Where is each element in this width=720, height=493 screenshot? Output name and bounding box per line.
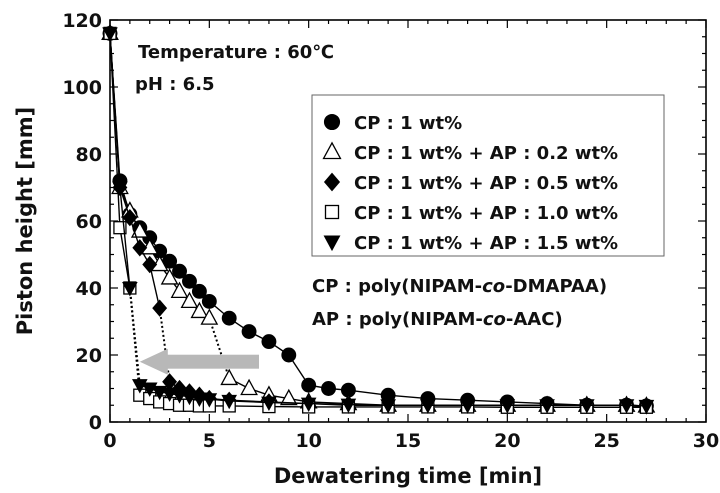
- series-5-point: [539, 399, 555, 414]
- series-2-point: [130, 221, 149, 238]
- series-1-point: [191, 283, 207, 299]
- series-5-point: [579, 399, 595, 414]
- series-1-point: [321, 381, 336, 396]
- y-tick-label: 20: [76, 345, 102, 367]
- series-5-point: [102, 27, 118, 42]
- x-tick-label: 30: [693, 430, 719, 452]
- series-2-point: [190, 301, 209, 319]
- series-5-point: [112, 181, 128, 196]
- legend-box: [311, 94, 665, 257]
- axes: 0 5 10 15 20 25 30 0 20 40 60 80 100 120 Dewatering ti…: [13, 10, 719, 488]
- series-5-point: [122, 282, 138, 297]
- ap-definition: AP : poly(NIPAM-co-AAC): [312, 309, 563, 330]
- temperature-label: Temperature : 60℃: [138, 42, 334, 63]
- legend-marker-3: [323, 172, 341, 192]
- series-5-point: [638, 399, 655, 415]
- series-5-point: [300, 397, 317, 412]
- series-2-point: [170, 281, 189, 299]
- legend-label-3: CP : 1 wt% + AP : 0.5 wt%: [354, 173, 618, 194]
- legend-label-5: CP : 1 wt% + AP : 1.5 wt%: [354, 233, 618, 254]
- series-2-point: [240, 378, 258, 396]
- series-layer: [101, 23, 656, 415]
- legend-label-1: CP : 1 wt%: [354, 113, 462, 134]
- y-tick-label: 0: [89, 412, 102, 434]
- series-1-point: [221, 310, 237, 326]
- series-5-point: [261, 396, 277, 411]
- series-1-point: [281, 347, 297, 363]
- series-2-point: [180, 291, 199, 309]
- series-1-point: [380, 387, 396, 403]
- cp-definition: CP : poly(NIPAM-co-DMAPAA): [312, 276, 607, 297]
- series-1-point: [340, 382, 356, 398]
- series-3-point: [142, 255, 158, 274]
- series-5-point: [459, 399, 476, 414]
- series-1-point: [182, 273, 197, 289]
- x-tick-label: 5: [203, 430, 216, 452]
- x-tick-label: 25: [593, 430, 619, 452]
- series-5-point: [618, 399, 635, 414]
- series-5-segment: [308, 402, 349, 406]
- ph-label: pH : 6.5: [135, 74, 215, 95]
- annotations: Temperature : 60℃ pH : 6.5: [135, 42, 334, 375]
- series-5-segment: [268, 401, 309, 405]
- series-5-segment: [109, 33, 121, 188]
- legend-label-2: CP : 1 wt% + AP : 0.2 wt%: [354, 143, 618, 164]
- series-2-point: [160, 268, 179, 285]
- legend-marker-4: [324, 204, 340, 220]
- series-5-point: [221, 394, 237, 410]
- legend-label-4: CP : 1 wt% + AP : 1.0 wt%: [354, 203, 618, 224]
- legend-marker-1: [323, 113, 341, 131]
- legend-marker-2: [322, 141, 342, 160]
- y-tick-label: 60: [76, 211, 102, 233]
- series-2-point: [279, 388, 298, 406]
- series-5-point: [201, 393, 218, 408]
- legend: CP : 1 wt% CP : 1 wt% + AP : 0.2 wt% CP : …: [311, 94, 665, 257]
- arrow-head: [139, 348, 168, 375]
- series-3-segment: [158, 307, 171, 382]
- y-tick-label: 100: [62, 77, 102, 99]
- series-2-point: [200, 308, 219, 325]
- y-tick-label: 80: [76, 144, 102, 166]
- series-1-point: [201, 293, 217, 309]
- polymer-definitions: CP : poly(NIPAM-co-DMAPAA) AP : poly(NIP…: [312, 276, 607, 330]
- x-tick-label: 10: [295, 430, 321, 452]
- direction-arrow: [139, 348, 259, 375]
- series-3-segment: [149, 264, 161, 309]
- series-3-point: [122, 209, 138, 227]
- series-1-point: [152, 243, 168, 259]
- series-1-point: [301, 377, 317, 393]
- y-tick-label: 120: [62, 10, 102, 32]
- series-5-segment: [229, 400, 269, 404]
- series-1-point: [172, 263, 187, 279]
- series-5-point: [380, 399, 396, 414]
- series-5-point: [340, 398, 357, 413]
- series-2-segment: [208, 317, 231, 379]
- series-5-segment: [119, 187, 131, 289]
- series-3-point: [132, 239, 148, 257]
- series-1-point: [162, 253, 178, 269]
- series-5-point: [420, 399, 436, 414]
- x-tick-label: 15: [395, 430, 421, 452]
- series-2-point: [220, 368, 239, 386]
- arrow-shaft: [165, 354, 259, 369]
- series-5: [102, 27, 655, 415]
- series-5-point: [499, 399, 516, 414]
- series-1-point: [241, 324, 257, 339]
- series-3-point: [152, 299, 168, 317]
- x-tick-label: 20: [494, 430, 520, 452]
- series-1-point: [261, 334, 277, 350]
- legend-marker-5: [323, 235, 341, 252]
- series-5-segment: [348, 403, 389, 406]
- y-tick-label: 40: [76, 278, 102, 300]
- x-axis-title: Dewatering time [min]: [274, 464, 542, 488]
- y-axis-title: Piston height [mm]: [13, 107, 37, 336]
- series-5-segment: [128, 287, 141, 386]
- x-tick-label: 0: [103, 430, 116, 452]
